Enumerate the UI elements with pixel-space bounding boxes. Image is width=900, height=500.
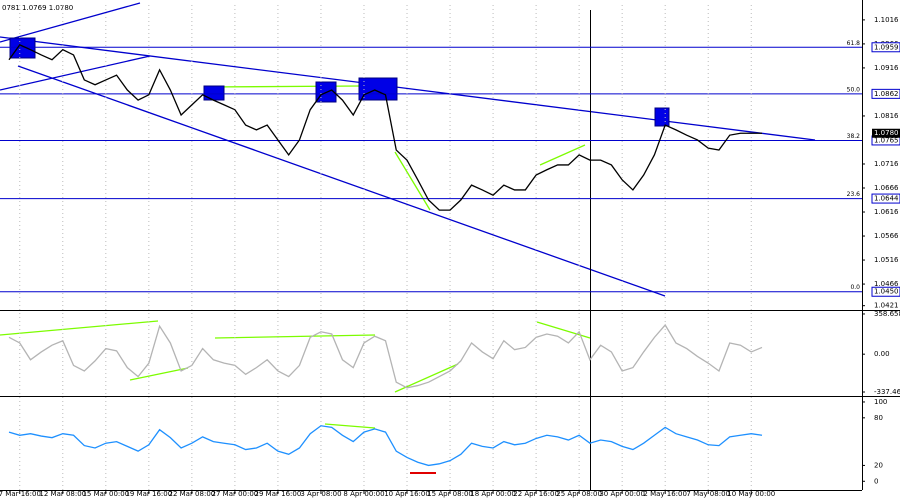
level-price-label: 1.0765: [874, 136, 899, 144]
y-tick-label: 1.0466: [874, 280, 899, 288]
y-tick-label: 1.0616: [874, 208, 899, 216]
level-price-label: 1.0644: [874, 195, 899, 203]
divergence-line: [129, 367, 189, 381]
x-tick-label: 15 Mar 00:00: [82, 490, 129, 498]
fib-label: 0.0: [850, 284, 860, 291]
zone-box: [654, 107, 670, 127]
zones: [9, 37, 670, 127]
x-tick-label: 3 Apr 08:00: [300, 490, 341, 498]
level-price-label: 1.0450: [874, 288, 899, 296]
fib-label: 38.2: [847, 133, 861, 140]
y-tick-label: 1.0421: [874, 302, 899, 310]
x-tick-label: 25 Apr 08:00: [556, 490, 602, 498]
y-tick-label: 1.0566: [874, 232, 899, 240]
y-tick-label: 1.1016: [874, 16, 899, 24]
y-tick-label: 0.00: [874, 350, 890, 358]
level-label-box: [871, 286, 900, 297]
y-tick-label: 1.0516: [874, 256, 899, 264]
divergence-lines: [0, 85, 591, 429]
series-line: [8, 44, 762, 211]
y-tick-label: 1.0816: [874, 112, 899, 120]
fib-label: 50.0: [847, 86, 861, 93]
zone-box: [203, 85, 225, 101]
y-tick-label: 80: [874, 414, 883, 422]
x-tick-label: 29 Mar 16:00: [255, 490, 302, 498]
x-tick-label: 19 Mar 16:00: [125, 490, 172, 498]
series-line: [8, 323, 763, 389]
x-tick-label: 22 Apr 16:00: [513, 490, 559, 498]
x-tick-label: 8 Apr 00:00: [343, 490, 384, 498]
trend-lines: [0, 2, 816, 297]
zone-box: [9, 37, 36, 59]
y-tick-label: 20: [874, 461, 883, 469]
x-tick-label: 18 Apr 00:00: [470, 490, 516, 498]
divergence-line: [539, 144, 586, 166]
y-tick-label: 0: [874, 477, 878, 485]
fib-label: 61.8: [847, 40, 861, 47]
x-tick-label: 12 Mar 08:00: [39, 490, 86, 498]
trend-line: [0, 36, 816, 141]
y-tick-label: 100: [874, 398, 887, 406]
x-tick-label: 10 Apr 16:00: [384, 490, 430, 498]
x-tick-label: 22 Mar 08:00: [168, 490, 215, 498]
y-tick-label: 1.0916: [874, 64, 899, 72]
level-label-box: [871, 193, 900, 204]
divergence-line: [0, 320, 159, 336]
x-tick-label: 30 Apr 00:00: [599, 490, 645, 498]
x-tick-label: 27 Mar 00:00: [212, 490, 259, 498]
divergence-line: [324, 423, 376, 429]
divergence-line: [214, 334, 376, 339]
trend-line: [17, 65, 666, 297]
x-tick-label: 10 May 00:00: [727, 490, 775, 498]
x-tick-label: 15 Apr 08:00: [427, 490, 473, 498]
zone-box: [358, 77, 398, 101]
level-price-label: 1.0959: [874, 43, 899, 51]
x-tick-label: 7 May 08:00: [686, 490, 730, 498]
level-label-box: [871, 42, 900, 53]
level-label-box: [871, 88, 900, 99]
y-tick-label: 1.0716: [874, 160, 899, 168]
series-line: [8, 425, 763, 467]
x-tick-label: 7 Mar 16:00: [0, 490, 41, 498]
y-tick-label: -337.4623: [874, 388, 900, 396]
chart-title: 0781 1.0769 1.0780: [2, 4, 73, 12]
level-price-label: 1.0862: [874, 90, 899, 98]
y-tick-label: 358.6587: [874, 310, 900, 318]
fib-label: 23.6: [847, 191, 861, 198]
trend-line: [0, 55, 151, 91]
x-tick-label: 2 May 16:00: [643, 490, 687, 498]
y-tick-label: 1.0666: [874, 184, 899, 192]
last-price-label: 1.0780: [874, 129, 899, 137]
divergence-line: [394, 151, 431, 211]
trend-line: [0, 2, 141, 43]
last-price-box: [872, 128, 900, 138]
